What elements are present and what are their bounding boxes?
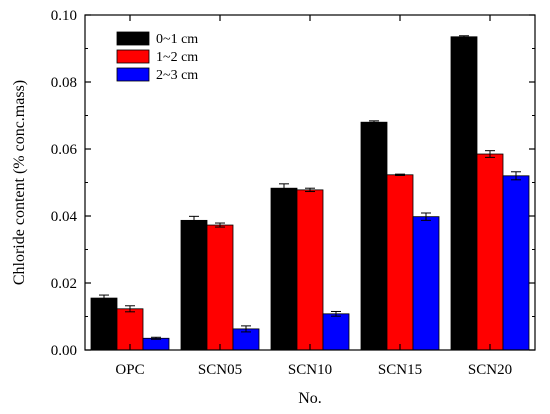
bar-2-opc [116,308,144,351]
bar-2-scn20 [476,153,504,351]
bar-1-opc [90,297,118,351]
bar-3-scn20 [502,175,530,351]
x-tick-label: SCN20 [468,362,512,378]
bar-1-scn05 [180,219,208,351]
y-tick-label: 0.10 [51,8,77,24]
x-tick-label: SCN05 [198,362,242,378]
legend-swatch [116,49,150,64]
bar-1-scn10 [270,187,298,351]
legend-label: 2~3 cm [156,68,198,83]
bar-2-scn15 [386,174,414,351]
y-tick-label: 0.06 [51,142,78,158]
y-axis-title: Chloride content (% conc.mass) [11,80,28,285]
bar-1-scn20 [450,36,478,351]
x-tick-label: SCN15 [378,362,422,378]
x-tick-label: SCN10 [288,362,332,378]
legend-swatch [116,67,150,82]
ticks-layer: 0.00 0.02 0.04 0.06 0.08 0.10 OPC SCN05 SCN10 SCN… [51,8,535,378]
bar-2-scn05 [206,224,234,351]
legend-swatch [116,31,150,46]
x-axis-title: No. [298,390,322,407]
bar-3-scn15 [412,216,440,351]
y-tick-label: 0.04 [51,209,78,225]
legend-label: 1~2 cm [156,50,198,65]
bar-1-scn15 [360,121,388,351]
legend-label: 0~1 cm [156,32,198,47]
bar-3-opc [142,337,170,351]
y-tick-label: 0.00 [51,343,77,359]
bars-layer [90,35,530,351]
y-tick-label: 0.08 [51,75,77,91]
legend: 0~1 cm 1~2 cm 2~3 cm [116,31,198,83]
x-tick-label: OPC [115,362,144,378]
bar-2-scn10 [296,189,324,351]
bar-3-scn10 [322,313,350,351]
y-tick-label: 0.02 [51,276,77,292]
